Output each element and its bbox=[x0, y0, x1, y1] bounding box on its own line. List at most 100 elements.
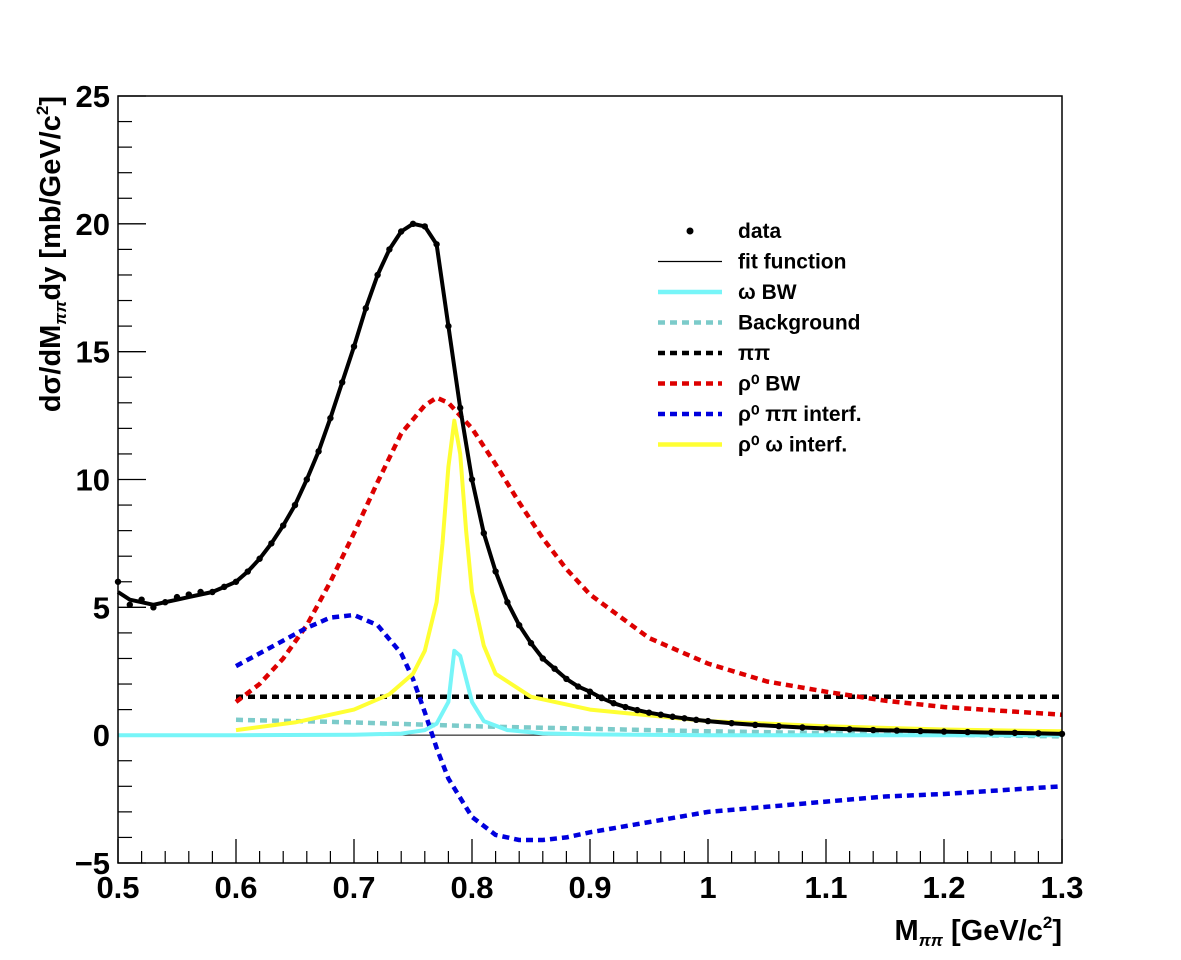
legend-entry: ρ⁰ ππ interf. bbox=[658, 403, 862, 426]
x-tick-label: 0.6 bbox=[214, 870, 257, 905]
series-line--interf- bbox=[234, 612, 1063, 843]
x-tick-label: 1.3 bbox=[1040, 870, 1083, 905]
data-point bbox=[693, 716, 700, 724]
data-point bbox=[799, 724, 806, 731]
data-point bbox=[704, 717, 712, 725]
x-tick-label: 1.1 bbox=[804, 870, 847, 905]
data-point bbox=[350, 343, 358, 350]
data-point bbox=[917, 727, 924, 735]
data-point bbox=[374, 271, 381, 279]
data-point bbox=[586, 688, 594, 695]
legend: data fit function ω BW Background ππ ρ⁰ BW ρ⁰ … bbox=[658, 220, 862, 457]
plot-frame bbox=[117, 95, 1063, 864]
series-line--bw bbox=[118, 648, 1062, 738]
data-point bbox=[752, 721, 759, 729]
data-point bbox=[409, 220, 417, 228]
legend-marker bbox=[686, 227, 694, 235]
data-point bbox=[173, 593, 181, 601]
y-tick-label: 5 bbox=[93, 590, 110, 625]
data-point bbox=[575, 683, 582, 690]
data-point bbox=[280, 522, 287, 529]
data-point bbox=[362, 305, 369, 312]
legend-entry: ππ bbox=[658, 342, 770, 365]
legend-label: ρ⁰ BW bbox=[738, 373, 800, 396]
data-point bbox=[221, 583, 228, 591]
data-point bbox=[940, 728, 948, 735]
x-tick-label: 1 bbox=[699, 870, 716, 905]
data-point bbox=[527, 639, 535, 647]
data-point bbox=[634, 706, 641, 714]
data-point bbox=[551, 665, 558, 672]
data-point bbox=[775, 723, 782, 730]
data-point bbox=[1035, 730, 1042, 737]
data-point bbox=[870, 726, 877, 734]
data-point bbox=[1011, 729, 1018, 737]
data-point bbox=[988, 729, 995, 736]
data-point bbox=[232, 578, 240, 585]
data-point bbox=[598, 694, 605, 702]
y-tick-label: 25 bbox=[76, 79, 110, 114]
data-point bbox=[126, 601, 133, 608]
legend-entry: Background bbox=[658, 312, 861, 335]
legend-entry: ρ⁰ BW bbox=[658, 373, 800, 396]
legend-entry: data bbox=[686, 220, 782, 243]
data-point bbox=[681, 715, 688, 722]
legend-label: ρ⁰ ππ interf. bbox=[738, 403, 862, 426]
legend-label: data bbox=[738, 220, 782, 243]
data-point bbox=[185, 591, 192, 598]
data-point bbox=[539, 655, 546, 662]
data-point bbox=[445, 322, 452, 330]
y-tick-label: 10 bbox=[76, 463, 110, 498]
data-point bbox=[268, 540, 275, 547]
data-point bbox=[610, 700, 617, 707]
curves-group bbox=[114, 220, 1066, 843]
legend-label: ππ bbox=[738, 342, 770, 365]
data-point bbox=[480, 529, 487, 537]
data-point bbox=[645, 709, 653, 716]
data-point bbox=[504, 599, 511, 606]
data-point bbox=[256, 555, 263, 562]
x-tick-label: 0.8 bbox=[450, 870, 493, 905]
data-point bbox=[468, 476, 476, 483]
legend-entry: fit function bbox=[658, 251, 846, 274]
data-point bbox=[150, 604, 157, 611]
x-tick-label: 0.7 bbox=[332, 870, 375, 905]
y-tick-label: −5 bbox=[75, 846, 110, 881]
data-point bbox=[244, 568, 251, 575]
legend-entry: ρ⁰ ω interf. bbox=[658, 434, 847, 457]
data-point bbox=[138, 596, 145, 603]
data-point bbox=[209, 588, 216, 596]
y-axis-title: dσ/dMππdy [mb/GeV/c2] bbox=[33, 96, 70, 412]
data-point bbox=[421, 223, 428, 230]
x-tick-label: 0.9 bbox=[568, 870, 611, 905]
data-point bbox=[386, 246, 393, 253]
x-axis-title: Mππ [GeV/c2] bbox=[895, 913, 1062, 950]
y-tick-label: 15 bbox=[76, 335, 110, 370]
x-tick-label: 0.5 bbox=[96, 870, 139, 905]
axes-group: 0.5 0.6 0.7 0.8 0.9 1 1.1 1.2 1.3 −5 0 5 10 15 20 25 bbox=[75, 79, 1084, 905]
data-point bbox=[433, 241, 440, 248]
data-point bbox=[315, 448, 322, 455]
legend-label: fit function bbox=[738, 251, 846, 274]
data-point bbox=[162, 599, 169, 606]
data-point bbox=[457, 404, 464, 412]
data-point bbox=[669, 713, 676, 720]
y-tick-label: 20 bbox=[76, 207, 110, 242]
data-point bbox=[197, 588, 204, 596]
data-point bbox=[563, 675, 570, 683]
legend-label: Background bbox=[738, 312, 861, 335]
data-point bbox=[622, 703, 629, 711]
data-point bbox=[964, 728, 971, 736]
data-point bbox=[492, 568, 499, 575]
data-point bbox=[846, 726, 853, 733]
data-point bbox=[822, 725, 830, 732]
data-point bbox=[291, 501, 299, 509]
data-point bbox=[893, 727, 900, 734]
legend-label: ω BW bbox=[738, 281, 797, 304]
data-point bbox=[327, 414, 334, 422]
legend-entry: ω BW bbox=[658, 281, 797, 304]
legend-label: ρ⁰ ω interf. bbox=[738, 434, 847, 457]
x-tick-label: 1.2 bbox=[922, 870, 965, 905]
